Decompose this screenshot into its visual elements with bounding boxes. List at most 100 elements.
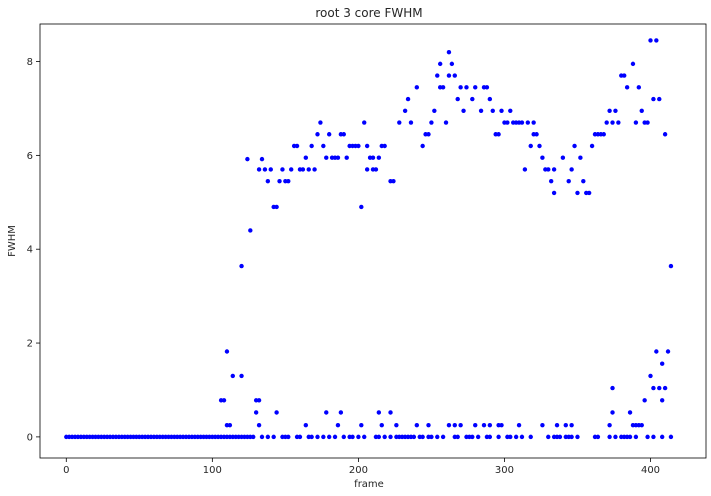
data-point: [268, 167, 273, 172]
data-point: [487, 434, 493, 440]
data-point: [239, 373, 244, 379]
data-point: [379, 422, 384, 428]
data-point: [294, 143, 300, 149]
data-point: [356, 434, 361, 440]
data-point: [259, 434, 265, 440]
x-tick-label: 400: [641, 465, 660, 476]
data-point: [487, 96, 493, 102]
data-point: [519, 120, 525, 125]
data-point: [528, 143, 533, 149]
data-point: [540, 422, 545, 428]
data-point: [554, 422, 560, 428]
data-point: [271, 434, 276, 440]
data-point: [540, 155, 545, 160]
data-point: [402, 108, 408, 114]
data-point: [601, 132, 606, 137]
data-point: [376, 410, 382, 415]
data-point: [464, 85, 469, 90]
data-point: [651, 434, 656, 440]
data-point: [303, 155, 309, 160]
data-point: [639, 422, 644, 428]
data-point: [373, 167, 379, 172]
data-point: [537, 143, 542, 149]
data-point: [610, 120, 615, 125]
data-point: [227, 422, 233, 428]
data-point: [286, 434, 291, 440]
data-point: [341, 434, 346, 440]
data-point: [586, 190, 592, 196]
data-point: [470, 96, 475, 102]
data-point: [654, 38, 659, 43]
data-point: [569, 422, 574, 428]
data-point: [429, 434, 434, 440]
data-point: [446, 49, 452, 55]
data-point: [362, 120, 367, 125]
data-point: [262, 167, 268, 172]
data-point: [595, 434, 601, 440]
data-point: [475, 434, 481, 440]
data-point: [312, 167, 317, 172]
data-point: [657, 385, 662, 391]
data-point: [569, 167, 574, 172]
data-point: [324, 155, 329, 160]
data-point: [484, 85, 490, 90]
data-point: [297, 434, 303, 440]
data-point: [659, 361, 665, 366]
data-point: [478, 108, 484, 114]
data-point: [420, 434, 425, 440]
data-point: [429, 120, 434, 125]
axis-ticks: 0 100 200 300 400 0 2 4 6 8: [27, 57, 660, 476]
data-point: [607, 108, 612, 114]
data-point: [265, 434, 271, 440]
data-point: [440, 434, 446, 440]
data-point: [321, 143, 326, 149]
data-point: [350, 434, 355, 440]
data-point: [572, 143, 577, 149]
data-point: [224, 349, 230, 354]
data-point: [668, 434, 674, 440]
data-point: [645, 120, 650, 125]
data-point: [245, 156, 250, 162]
data-point: [516, 422, 522, 428]
data-point: [668, 263, 674, 269]
data-point: [557, 434, 563, 440]
data-point: [405, 96, 411, 102]
y-axis-label: FWHM: [7, 225, 18, 257]
x-axis-label: frame: [354, 479, 384, 490]
data-point: [461, 108, 466, 114]
data-point: [616, 120, 621, 125]
data-point: [458, 85, 463, 90]
data-point: [665, 349, 671, 354]
data-point: [256, 398, 262, 403]
data-point: [338, 410, 344, 415]
data-point: [414, 422, 420, 428]
data-point: [487, 422, 493, 428]
data-point: [622, 73, 627, 78]
data-point: [435, 434, 440, 440]
x-tick-label: 300: [495, 465, 514, 476]
data-point: [335, 155, 341, 160]
data-point: [566, 178, 571, 184]
data-point: [662, 132, 668, 137]
data-point: [411, 434, 417, 440]
data-point: [648, 373, 653, 379]
x-tick-label: 0: [63, 465, 69, 476]
data-point: [613, 108, 618, 114]
data-point: [388, 410, 393, 415]
data-point: [513, 434, 519, 440]
data-point: [332, 434, 338, 440]
data-point: [359, 204, 364, 210]
data-point: [499, 108, 504, 114]
data-point: [248, 228, 253, 233]
data-point: [499, 422, 504, 428]
data-point: [525, 120, 531, 125]
data-point: [607, 434, 612, 440]
data-point: [315, 434, 320, 440]
data-point: [473, 85, 478, 90]
x-tick-label: 100: [203, 465, 222, 476]
data-point: [289, 167, 294, 172]
data-point: [627, 434, 633, 440]
data-point: [259, 156, 265, 162]
data-point: [508, 108, 513, 114]
